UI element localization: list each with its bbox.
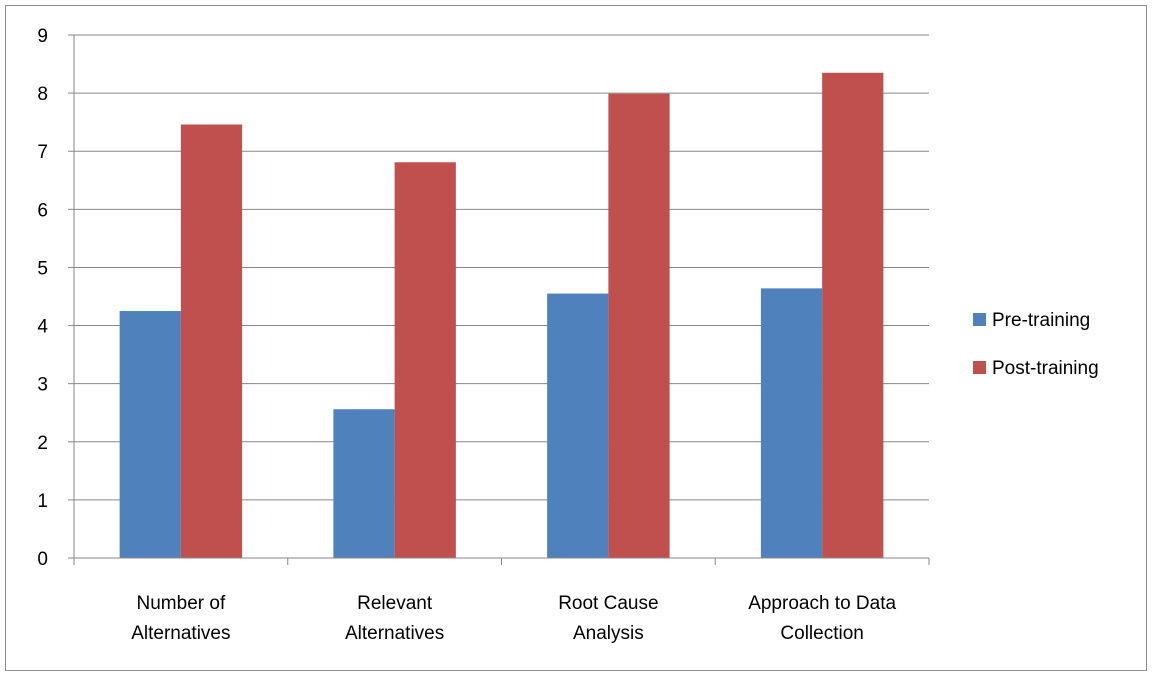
legend-swatch-pre-training: [973, 313, 986, 326]
bar-pre-training: [547, 293, 609, 558]
bar-pre-training: [760, 288, 823, 558]
x-tick-label: Approach to Data Collection: [748, 593, 896, 644]
y-tick-label: 5: [37, 258, 48, 279]
y-tick-label: 8: [37, 84, 48, 105]
x-tick-label-line: Alternatives: [345, 623, 444, 644]
x-tick-label-line: Number of: [137, 593, 226, 614]
x-tick-label-line: Approach to Data: [748, 593, 896, 614]
bar-post-training: [394, 162, 456, 558]
y-tick-label: 1: [37, 491, 48, 512]
bar-pre-training: [333, 409, 395, 558]
x-tick-label-line: Root Cause: [558, 593, 658, 614]
x-tick-label-line: Relevant: [357, 593, 433, 614]
x-tick-label: Number of Alternatives: [131, 593, 230, 644]
x-tick-label-line: Collection: [780, 623, 863, 644]
x-tick-label-line: Analysis: [573, 623, 644, 644]
y-tick-label: 9: [37, 26, 48, 47]
bars: [119, 72, 884, 559]
y-tick-label: 6: [37, 200, 48, 221]
y-tick-labels: 0 1 2 3 4 5 6 7 8 9: [37, 26, 48, 570]
y-tick-label: 3: [37, 375, 48, 396]
legend-label-post-training: Post-training: [992, 358, 1099, 379]
legend-label-pre-training: Pre-training: [992, 310, 1090, 331]
legend: Pre-training Post-training: [973, 310, 1099, 379]
y-tick-label: 2: [37, 433, 48, 454]
x-tick-label-line: Alternatives: [131, 623, 230, 644]
y-tick-label: 0: [37, 549, 48, 570]
y-tick-label: 4: [37, 317, 48, 338]
x-tick-label: Relevant Alternatives: [345, 593, 444, 644]
y-tick-label: 7: [37, 142, 48, 163]
bar-post-training: [180, 124, 243, 558]
bar-pre-training: [119, 311, 181, 558]
axes: [68, 34, 930, 565]
legend-swatch-post-training: [973, 361, 986, 374]
bar-post-training: [822, 72, 884, 559]
bar-post-training: [608, 93, 670, 558]
x-tick-labels: Number of Alternatives Relevant Alternative…: [131, 593, 896, 644]
x-tick-label: Root Cause Analysis: [558, 593, 658, 644]
